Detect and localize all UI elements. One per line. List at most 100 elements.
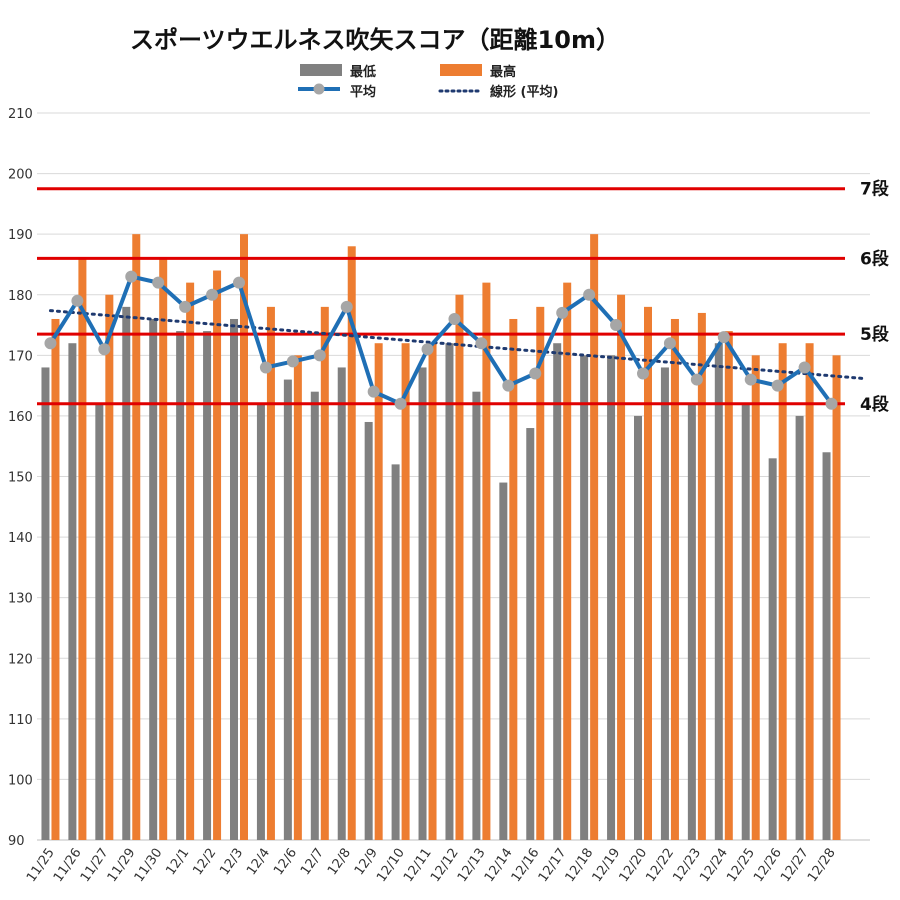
x-tick-label: 12/7 <box>298 846 327 879</box>
bar-min <box>149 318 158 840</box>
average-point <box>610 319 623 332</box>
bar-max <box>428 343 437 840</box>
bar-max <box>509 318 518 840</box>
legend-swatch-max <box>440 64 482 76</box>
average-point <box>744 373 757 386</box>
bar-min <box>364 421 373 840</box>
x-tick-label: 11/26 <box>51 846 85 885</box>
bar-max <box>347 246 356 841</box>
average-point <box>421 343 434 356</box>
legend-swatch-min <box>300 64 342 76</box>
bar-min <box>176 331 185 840</box>
bar-max <box>240 234 248 840</box>
bar-max <box>266 306 275 840</box>
bar-max <box>293 355 302 840</box>
x-tick-label: 12/24 <box>697 846 731 885</box>
average-point <box>690 373 703 386</box>
bar-max <box>105 294 114 840</box>
bar-min <box>607 355 616 840</box>
reference-line-label: 5段 <box>860 324 889 345</box>
bar-min <box>687 403 696 840</box>
bar-max <box>482 282 491 841</box>
bar-max <box>401 343 410 840</box>
x-tick-label: 12/20 <box>616 846 650 885</box>
average-point <box>152 276 165 289</box>
x-tick-label: 11/25 <box>24 846 58 885</box>
bar-min <box>445 343 454 840</box>
x-tick-label: 11/27 <box>78 846 112 885</box>
y-tick-label: 130 <box>8 592 33 607</box>
x-tick-label: 12/12 <box>428 846 462 885</box>
bar-min <box>580 355 589 840</box>
reference-line-label: 4段 <box>860 394 889 415</box>
reference-line-label: 7段 <box>860 179 889 200</box>
bar-max <box>697 312 706 840</box>
x-tick-label: 12/18 <box>563 846 597 885</box>
bar-max <box>751 355 760 840</box>
bar-max <box>590 234 599 840</box>
bar-min <box>660 367 669 840</box>
average-point <box>502 379 515 392</box>
x-tick-label: 12/26 <box>751 846 785 885</box>
x-tick-label: 12/25 <box>724 846 758 885</box>
x-tick-label: 12/1 <box>163 846 192 879</box>
average-point <box>286 355 299 368</box>
bar-min <box>41 367 50 840</box>
y-tick-label: 120 <box>8 652 33 667</box>
bar-min <box>391 464 400 840</box>
bar-min <box>822 452 831 840</box>
x-tick-label: 12/28 <box>805 846 839 885</box>
bar-min <box>741 403 750 840</box>
reference-line-label: 6段 <box>860 248 889 269</box>
average-point <box>125 270 138 283</box>
bar-max <box>724 331 733 840</box>
y-tick-label: 90 <box>8 834 25 849</box>
x-tick-label: 12/17 <box>536 846 570 885</box>
y-tick-label: 150 <box>8 471 33 486</box>
bar-min <box>472 391 481 840</box>
bar-min <box>230 318 238 840</box>
chart-title: スポーツウエルネス吹矢スコア（距離10m） <box>130 26 620 54</box>
average-point <box>663 337 676 350</box>
bar-max <box>805 343 814 840</box>
x-tick-label: 12/10 <box>374 846 408 885</box>
bar-min <box>203 331 212 840</box>
bar-max <box>778 343 787 840</box>
bar-max <box>320 306 329 840</box>
bar-min <box>310 391 319 840</box>
y-tick-label: 140 <box>8 531 33 546</box>
bar-max <box>51 318 60 840</box>
x-tick-label: 12/3 <box>217 846 246 879</box>
bar-min <box>418 367 427 840</box>
bar-max <box>617 294 626 840</box>
x-tick-label: 12/22 <box>643 846 677 885</box>
bar-max <box>455 294 464 840</box>
bar-min <box>499 482 508 840</box>
bar-min <box>256 403 265 840</box>
bar-min <box>768 458 777 840</box>
bar-max <box>159 258 168 840</box>
average-point <box>825 397 838 410</box>
bar-min <box>553 343 562 840</box>
trendline <box>48 309 866 381</box>
average-point <box>394 397 407 410</box>
x-tick-label: 12/13 <box>455 846 489 885</box>
bar-min <box>122 306 131 840</box>
bar-max <box>670 318 679 840</box>
x-tick-label: 12/2 <box>190 846 219 879</box>
average-point <box>771 379 784 392</box>
average-point <box>313 349 326 362</box>
legend-label-avg: 平均 <box>350 85 377 100</box>
bar-min <box>795 415 804 840</box>
x-tick-label: 12/16 <box>509 846 543 885</box>
average-point <box>583 288 596 301</box>
average-line <box>48 274 834 406</box>
average-point <box>637 367 649 380</box>
average-point <box>71 294 84 307</box>
bar-max <box>132 234 141 840</box>
x-tick-label: 12/4 <box>244 846 273 879</box>
average-point <box>259 361 272 374</box>
bar-max <box>78 258 87 840</box>
average-point <box>529 367 542 380</box>
